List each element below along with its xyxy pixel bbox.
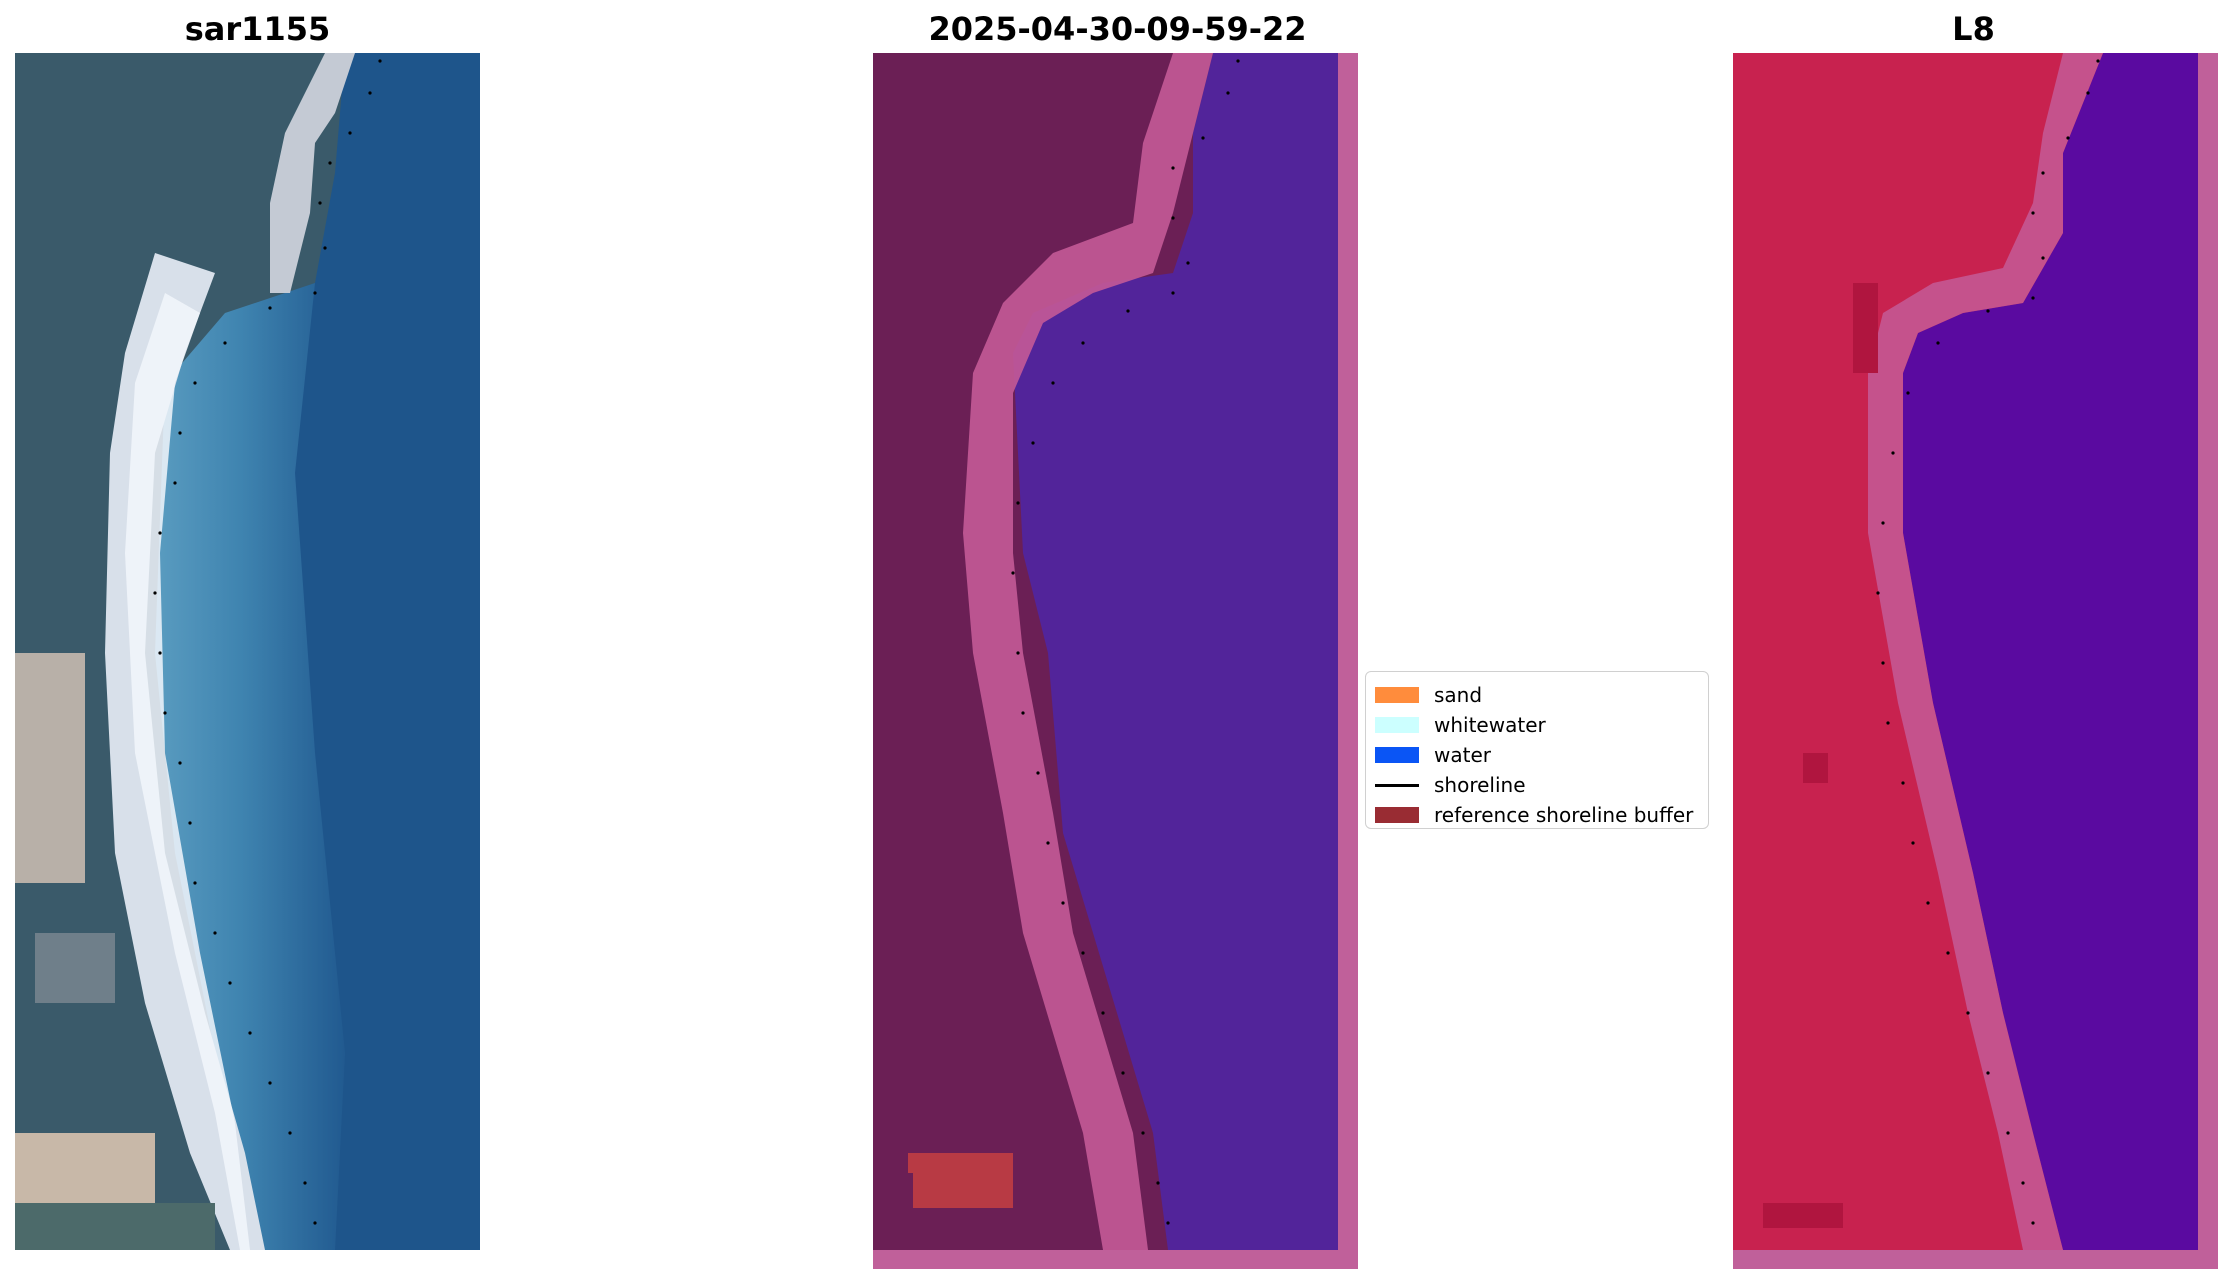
legend-item-water: water — [1375, 740, 1708, 770]
legend-label: reference shoreline buffer — [1434, 803, 1694, 827]
legend: sand whitewater water shoreline referenc… — [1365, 671, 1709, 829]
legend-swatch-sand — [1375, 687, 1419, 703]
legend-label: water — [1434, 743, 1491, 767]
panel-title-classification: 2025-04-30-09-59-22 — [928, 10, 1307, 48]
panel-rgb: sar1155 — [0, 0, 515, 1283]
panel-classification: 2025-04-30-09-59-22 — [860, 0, 1375, 1283]
classification-image — [873, 53, 1358, 1269]
legend-label: whitewater — [1434, 713, 1546, 737]
panel-title-rgb: sar1155 — [184, 10, 331, 48]
legend-item-shoreline: shoreline — [1375, 770, 1708, 800]
panel-l8: L8 — [1720, 0, 2227, 1283]
legend-item-reference-buffer: reference shoreline buffer — [1375, 800, 1708, 830]
legend-item-sand: sand — [1375, 680, 1708, 710]
legend-swatch-whitewater — [1375, 717, 1419, 733]
l8-image — [1733, 53, 2218, 1269]
legend-item-whitewater: whitewater — [1375, 710, 1708, 740]
legend-swatch-water — [1375, 747, 1419, 763]
rgb-image — [15, 53, 480, 1250]
legend-label: sand — [1434, 683, 1483, 707]
legend-swatch-reference-buffer — [1375, 807, 1419, 823]
panel-title-l8: L8 — [1952, 10, 1995, 48]
legend-swatch-shoreline — [1375, 783, 1419, 787]
legend-label: shoreline — [1434, 773, 1526, 797]
